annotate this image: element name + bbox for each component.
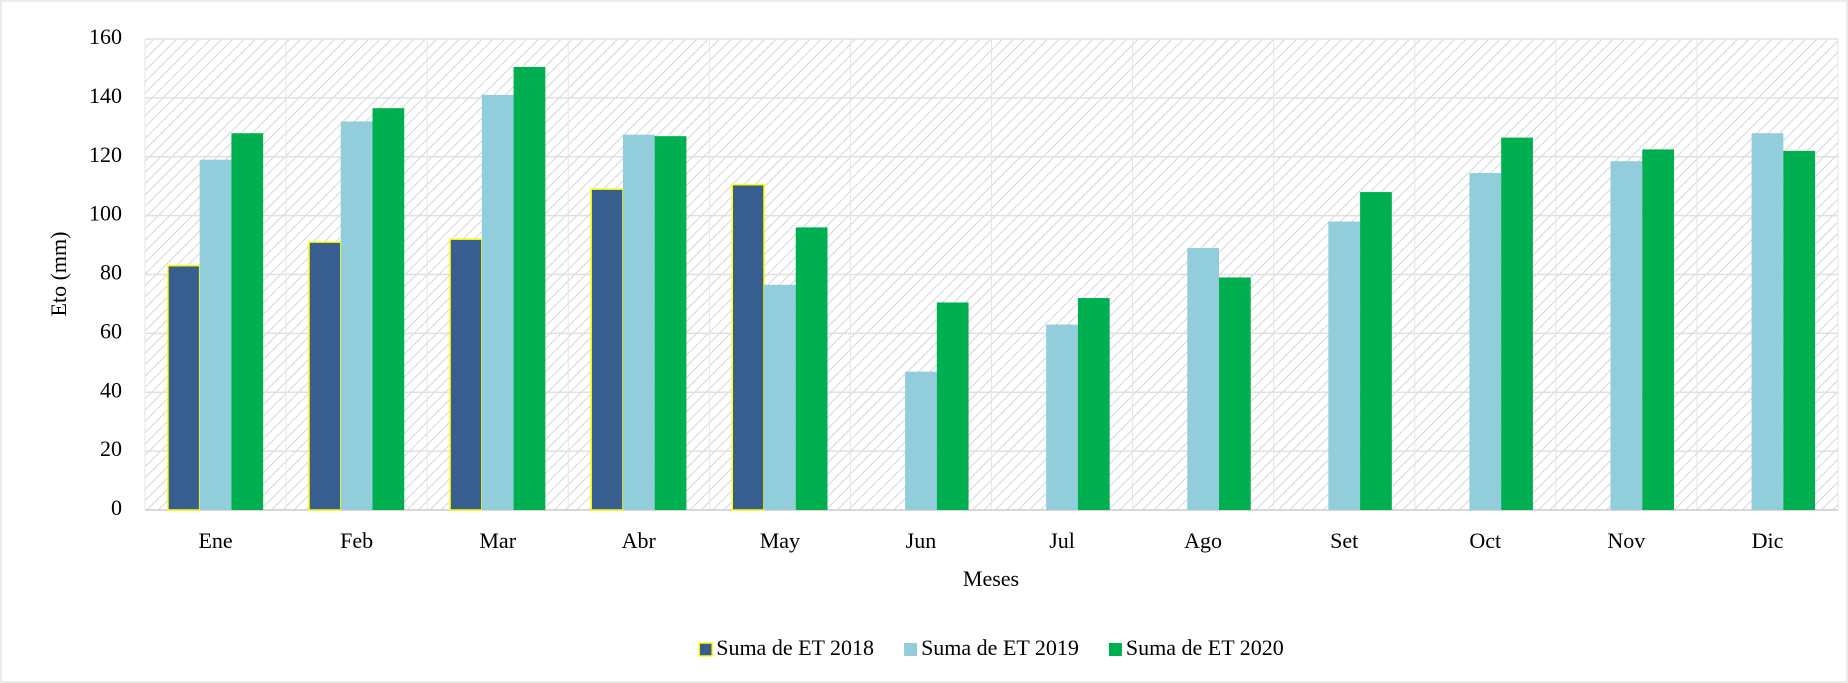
x-tick-label: Mar bbox=[479, 528, 516, 553]
bar bbox=[731, 183, 765, 511]
bar bbox=[481, 94, 514, 511]
y-tick-label: 140 bbox=[89, 83, 122, 108]
bar bbox=[654, 136, 687, 511]
bar bbox=[1360, 192, 1392, 510]
y-tick-label: 160 bbox=[89, 24, 122, 49]
x-tick-label: Ago bbox=[1184, 528, 1222, 553]
y-tick-label: 60 bbox=[100, 318, 122, 343]
bar bbox=[1469, 172, 1502, 511]
bar bbox=[1077, 298, 1110, 510]
bar bbox=[1501, 137, 1533, 510]
bar bbox=[340, 121, 373, 511]
bar bbox=[936, 302, 969, 510]
bar bbox=[1187, 248, 1219, 510]
bar bbox=[1610, 161, 1643, 510]
x-tick-label: Jul bbox=[1049, 528, 1075, 553]
legend-marker bbox=[1108, 643, 1122, 656]
legend-label: Suma de ET 2018 bbox=[716, 635, 874, 660]
x-tick-label: Oct bbox=[1469, 528, 1501, 553]
x-tick-label: Ene bbox=[198, 528, 232, 553]
y-tick-label: 0 bbox=[111, 495, 122, 520]
bar bbox=[1783, 150, 1816, 511]
x-tick-label: Abr bbox=[622, 528, 657, 553]
x-tick-label: Dic bbox=[1752, 528, 1784, 553]
bar bbox=[1046, 324, 1078, 510]
bar bbox=[905, 371, 937, 510]
legend-marker bbox=[904, 643, 918, 656]
x-tick-label: Set bbox=[1330, 528, 1358, 553]
bar bbox=[199, 159, 232, 510]
legend-marker bbox=[698, 642, 713, 657]
bar bbox=[1328, 221, 1361, 510]
bar bbox=[1642, 149, 1674, 510]
y-tick-label: 120 bbox=[89, 142, 122, 167]
y-tick-label: 80 bbox=[100, 260, 122, 285]
bar bbox=[1218, 277, 1251, 510]
y-tick-label: 100 bbox=[89, 201, 122, 226]
bar bbox=[449, 238, 483, 511]
bar bbox=[308, 241, 342, 511]
x-tick-label: Feb bbox=[340, 528, 373, 553]
bar bbox=[513, 66, 546, 510]
bar bbox=[1751, 133, 1784, 510]
bar bbox=[167, 264, 201, 511]
legend-label: Suma de ET 2020 bbox=[1126, 635, 1284, 660]
bar bbox=[764, 284, 796, 510]
legend-label: Suma de ET 2019 bbox=[921, 635, 1079, 660]
bar bbox=[795, 227, 828, 510]
y-axis-title: Eto (mm) bbox=[46, 232, 71, 317]
bar bbox=[590, 188, 624, 511]
y-tick-label: 40 bbox=[100, 377, 122, 402]
x-tick-label: Nov bbox=[1607, 528, 1645, 553]
bar bbox=[372, 108, 405, 510]
y-tick-label: 20 bbox=[100, 436, 122, 461]
bar bbox=[622, 134, 655, 510]
x-tick-label: Jun bbox=[906, 528, 937, 553]
x-axis-title: Meses bbox=[963, 566, 1019, 591]
x-tick-label: May bbox=[760, 528, 800, 553]
bar bbox=[231, 133, 264, 510]
